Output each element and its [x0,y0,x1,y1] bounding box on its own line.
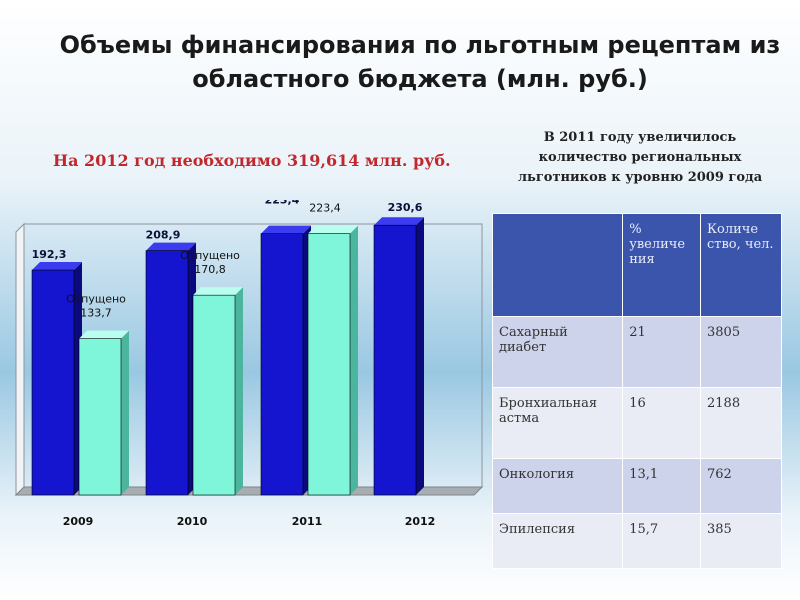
table-cell-category: Онкология [491,458,624,514]
x-tick-label-2009: 2009 [63,515,94,528]
table-cell-percent: 16 [622,387,701,459]
funding-need-text: На 2012 год необходимо 319,614 млн. руб. [53,151,451,170]
bar-allocated-2012 [373,217,424,496]
slide-title: Объемы финансирования по льготным рецепт… [30,28,800,96]
table-cell-category: Эпилепсия [491,513,624,569]
x-tick-label-2012: 2012 [405,515,436,528]
table-cell-count: 762 [700,458,782,514]
table-row: Онкология 13,1 762 [491,458,782,514]
table-cell-percent: 15,7 [622,513,701,569]
table-header-count: Количе ство, чел. [700,213,782,317]
bar-dispensed-2010 [192,287,243,496]
note-line-1: В 2011 году увеличилось [543,130,737,145]
bar-dispensed-2011 [307,225,358,496]
funding-bar-chart: 192,3Отпущено133,72009208,9Отпущено170,8… [14,200,484,528]
beneficiaries-table: % увеличе ния Количе ство, чел. Сахарный… [491,213,782,569]
chart-bars [31,217,424,496]
table-header-percent: % увеличе ния [622,213,701,317]
table-cell-count: 2188 [700,387,782,459]
data-label-dispensed-2010: 170,8 [194,263,226,276]
table-cell-percent: 13,1 [622,458,701,514]
beneficiaries-note: В 2011 году увеличилось количество регио… [505,128,775,188]
bar-allocated-2009 [31,262,82,496]
table-cell-count: 385 [700,513,782,569]
table-header-row: % увеличе ния Количе ство, чел. [491,213,782,317]
table-header-category [491,213,624,317]
data-label-allocated-2012: 230,6 [388,201,423,214]
table-row: Бронхиальная астма 16 2188 [491,387,782,459]
data-label-series-name-2011: Отпущено [295,200,355,201]
data-label-allocated-2011: 223,4 [265,200,300,207]
data-label-dispensed-2009: 133,7 [80,307,112,320]
chart-frame [14,222,484,497]
x-tick-label-2011: 2011 [292,515,323,528]
title-line-2: областного бюджета (млн. руб.) [192,65,648,93]
data-label-allocated-2009: 192,3 [32,248,67,261]
table-cell-percent: 21 [622,316,701,388]
note-line-2: количество региональных [538,150,742,165]
chart-side-wall [15,222,25,497]
table-cell-category: Бронхиальная астма [491,387,624,459]
note-line-3: льготников к уровню 2009 года [517,170,763,185]
chart-labels: 192,3Отпущено133,72009208,9Отпущено170,8… [32,200,436,528]
x-tick-label-2010: 2010 [177,515,208,528]
title-line-1: Объемы финансирования по льготным рецепт… [59,31,781,59]
data-label-series-name-2009: Отпущено [66,293,126,306]
data-label-series-name-2010: Отпущено [180,249,240,262]
bar-allocated-2011 [260,225,311,496]
data-label-dispensed-2011: 223,4 [309,202,341,215]
bar-dispensed-2009 [78,330,129,496]
table-cell-category: Сахарный диабет [491,316,624,388]
table-row: Эпилепсия 15,7 385 [491,513,782,569]
bar-allocated-2010 [145,242,196,496]
data-label-allocated-2010: 208,9 [146,229,181,242]
table-row: Сахарный диабет 21 3805 [491,316,782,388]
table-cell-count: 3805 [700,316,782,388]
